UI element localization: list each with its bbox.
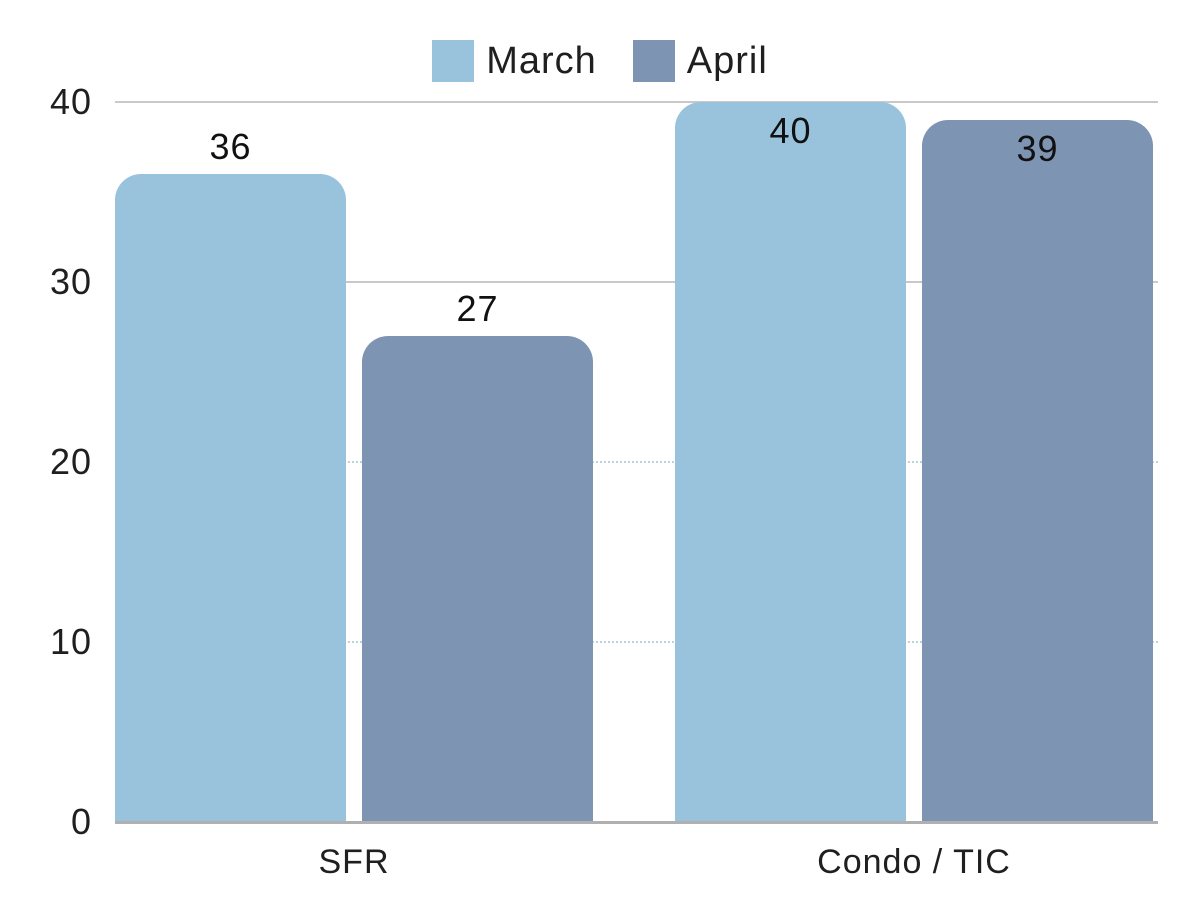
legend-label-march: March — [486, 40, 597, 82]
value-label-march-sfr: 36 — [209, 126, 252, 167]
x-axis-label-condo-tic: Condo / TIC — [817, 843, 1011, 881]
y-tick-label-30: 30 — [49, 261, 92, 302]
bar-march-sfr — [115, 174, 346, 822]
y-tick-label-40: 40 — [49, 81, 92, 122]
gridline-40 — [115, 101, 1158, 103]
legend-item-april: April — [632, 40, 768, 82]
legend-swatch-march-icon — [432, 40, 475, 82]
gridline-20 — [115, 461, 1158, 463]
gridline-10 — [115, 641, 1158, 643]
value-label-april-sfr: 27 — [456, 288, 499, 329]
legend-item-march: March — [432, 40, 597, 82]
bar-april-condo-tic — [922, 120, 1153, 822]
gridline-30 — [115, 281, 1158, 283]
value-label-march-condo-tic: 40 — [769, 110, 812, 151]
x-axis-label-sfr: SFR — [318, 843, 390, 881]
value-label-april-condo-tic: 39 — [1016, 128, 1059, 169]
bar-march-condo-tic — [675, 102, 906, 822]
y-tick-label-10: 10 — [49, 621, 92, 662]
y-tick-label-0: 0 — [70, 801, 92, 842]
legend-label-april: April — [686, 40, 768, 82]
x-axis-line — [115, 821, 1158, 824]
y-tick-label-20: 20 — [49, 441, 92, 482]
bar-april-sfr — [362, 336, 593, 822]
chart-legend: March April — [0, 40, 1200, 82]
legend-swatch-april-icon — [632, 40, 675, 82]
